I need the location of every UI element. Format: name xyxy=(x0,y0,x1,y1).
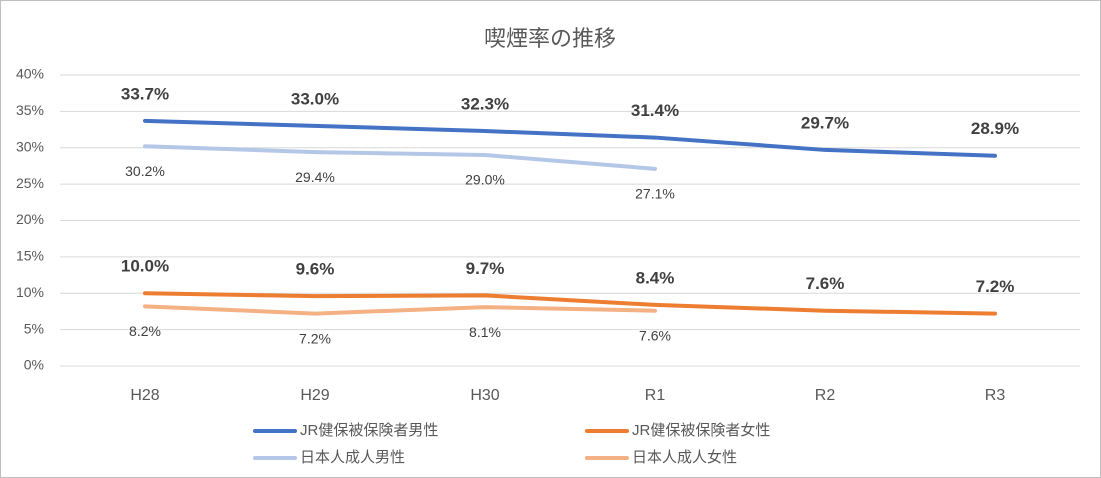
y-tick-label: 40% xyxy=(16,66,44,82)
legend-label: 日本人成人女性 xyxy=(632,448,737,466)
x-tick-label: R2 xyxy=(815,387,836,404)
data-label: 31.4% xyxy=(631,101,679,120)
x-tick-label: H28 xyxy=(130,387,159,404)
x-tick-label: R3 xyxy=(985,387,1006,404)
y-tick-label: 35% xyxy=(16,102,44,118)
data-label: 9.7% xyxy=(466,259,505,278)
data-label: 30.2% xyxy=(125,163,165,179)
data-label: 8.4% xyxy=(636,268,675,287)
legend-label: JR健保被保険者女性 xyxy=(632,421,770,439)
y-tick-label: 30% xyxy=(16,138,44,154)
legend-label: JR健保被保険者男性 xyxy=(300,422,438,439)
data-label: 32.3% xyxy=(461,95,509,114)
x-tick-label: H30 xyxy=(470,387,499,404)
data-label: 29.4% xyxy=(295,169,335,185)
data-label: 10.0% xyxy=(121,257,169,276)
series-line xyxy=(143,144,657,171)
data-label: 33.0% xyxy=(291,89,339,108)
y-tick-label: 5% xyxy=(24,320,44,336)
data-label: 7.6% xyxy=(806,274,845,293)
series-line xyxy=(143,304,657,316)
series-line xyxy=(143,291,997,316)
data-label: 33.7% xyxy=(121,84,169,103)
y-tick-label: 20% xyxy=(16,211,44,227)
y-tick-label: 0% xyxy=(24,357,44,373)
data-label: 7.2% xyxy=(299,330,331,346)
x-tick-label: H29 xyxy=(300,387,329,404)
series-line xyxy=(143,118,997,158)
y-tick-label: 25% xyxy=(16,175,44,191)
data-label: 29.7% xyxy=(801,113,849,132)
data-label: 27.1% xyxy=(635,186,675,202)
y-tick-label: 15% xyxy=(16,248,44,264)
data-label: 28.9% xyxy=(971,119,1019,138)
data-label: 7.2% xyxy=(976,277,1015,296)
data-label: 7.6% xyxy=(639,327,671,343)
data-label: 29.0% xyxy=(465,172,505,188)
chart-title: 喫煙率の推移 xyxy=(484,26,616,51)
data-label: 8.1% xyxy=(469,324,501,340)
x-tick-label: R1 xyxy=(645,387,666,404)
data-label: 9.6% xyxy=(296,260,335,279)
y-tick-label: 10% xyxy=(16,284,44,300)
legend-label: 日本人成人男性 xyxy=(300,449,405,466)
data-label: 8.2% xyxy=(129,323,161,339)
